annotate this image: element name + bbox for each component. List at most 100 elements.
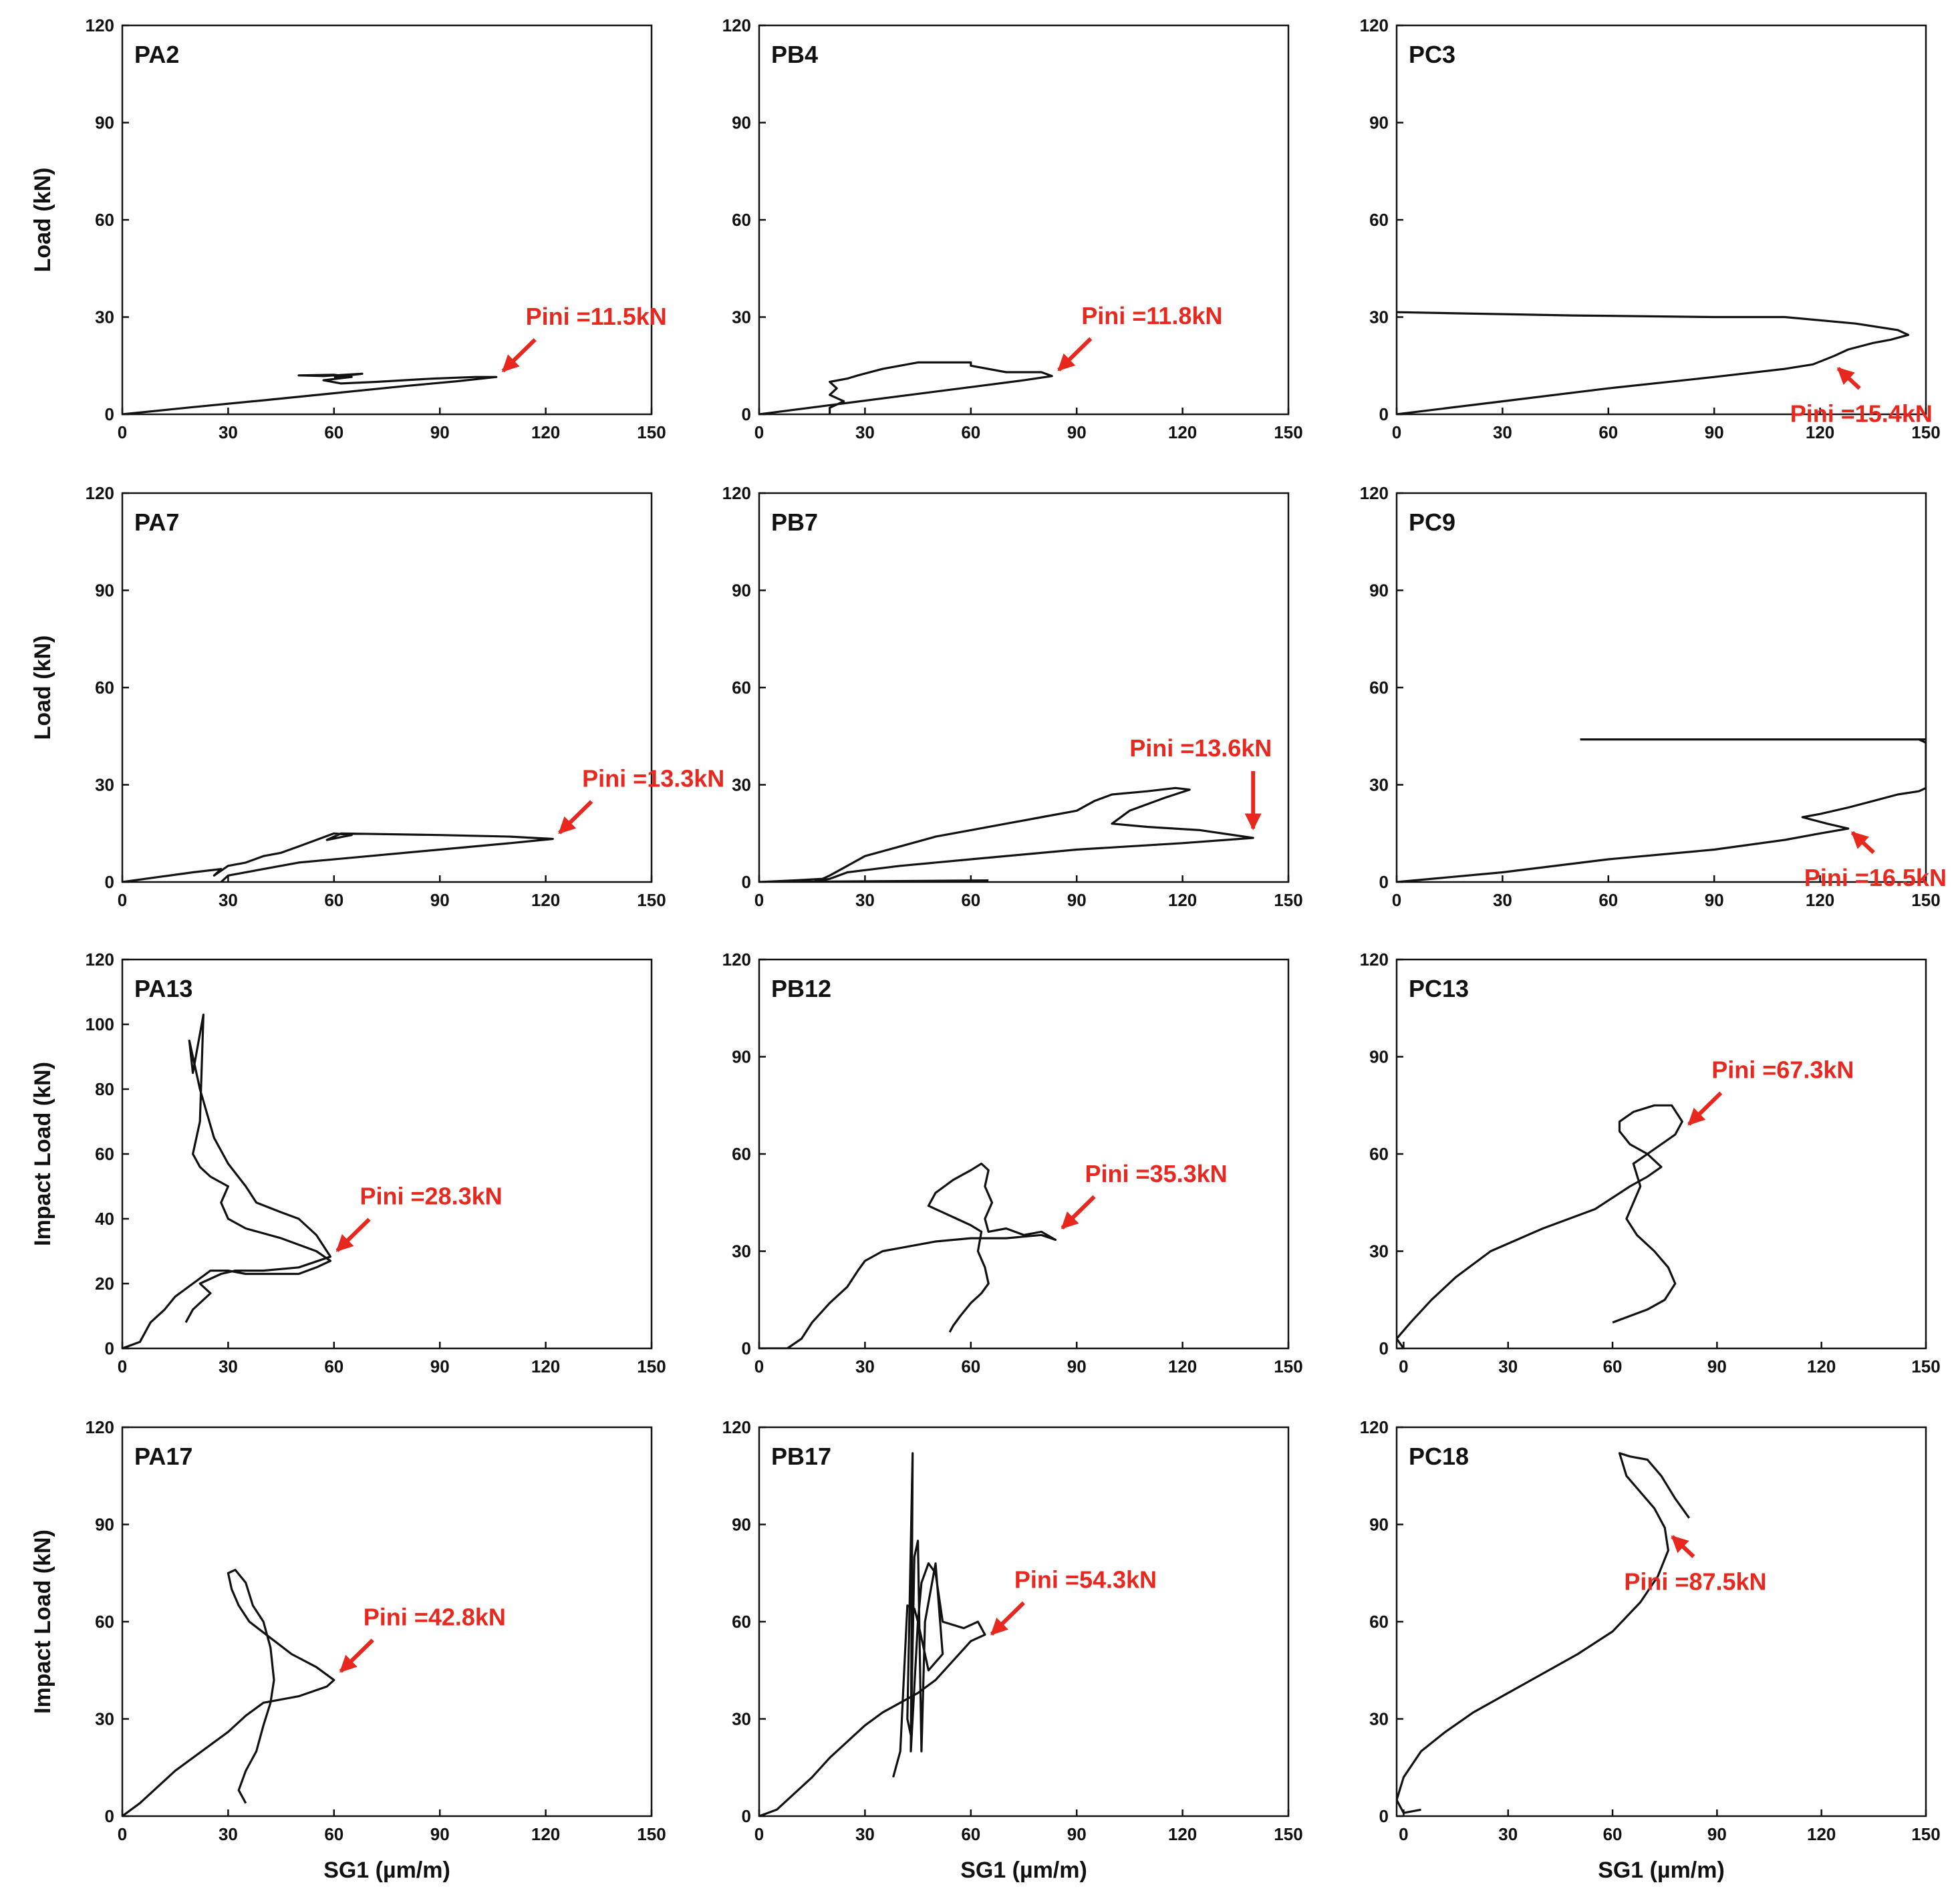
x-tick-label: 0 bbox=[1392, 890, 1401, 910]
x-axis-label: SG1 (µm/m) bbox=[323, 1858, 450, 1883]
y-tick-label: 60 bbox=[1369, 1144, 1389, 1164]
x-tick-label: 30 bbox=[855, 890, 875, 910]
x-tick-label: 60 bbox=[1598, 422, 1618, 442]
y-tick-label: 60 bbox=[732, 1612, 751, 1632]
y-tick-label: 0 bbox=[742, 1806, 751, 1826]
y-tick-label: 100 bbox=[86, 1014, 114, 1034]
x-tick-label: 120 bbox=[531, 422, 560, 442]
y-tick-label: 0 bbox=[1379, 1806, 1389, 1826]
x-tick-label: 120 bbox=[531, 1824, 560, 1844]
series-line-pb4 bbox=[759, 361, 1053, 414]
panel-pa13: 0 30 60 90 120 150 0 20 40 60 80 100 120 PA13 Impact L… bbox=[30, 949, 666, 1376]
x-tick-label: 90 bbox=[1067, 1356, 1087, 1376]
y-tick-label: 0 bbox=[742, 872, 751, 892]
x-tick-label: 0 bbox=[1399, 1356, 1408, 1376]
pini-annotation: Pini =42.8kN bbox=[364, 1603, 506, 1630]
x-tick-label: 150 bbox=[1274, 1824, 1302, 1844]
y-tick-label: 90 bbox=[1369, 113, 1389, 133]
annotation-arrow bbox=[1836, 367, 1861, 390]
x-tick-label: 150 bbox=[637, 422, 666, 442]
x-tick-label: 90 bbox=[1705, 890, 1724, 910]
x-tick-label: 30 bbox=[219, 422, 238, 442]
pini-annotation: Pini =87.5kN bbox=[1624, 1568, 1766, 1596]
x-tick-label: 90 bbox=[430, 890, 450, 910]
x-tick-label: 0 bbox=[118, 1824, 127, 1844]
y-tick-label: 90 bbox=[1369, 1515, 1389, 1535]
x-tick-label: 150 bbox=[637, 1356, 666, 1376]
y-tick-label: 40 bbox=[95, 1209, 114, 1229]
x-tick-label: 150 bbox=[637, 1824, 666, 1844]
panel-title: PC9 bbox=[1409, 508, 1455, 536]
x-tick-label: 150 bbox=[1911, 890, 1940, 910]
panel-pc13: 0 30 60 90 120 150 0 30 60 90 120 PC13 Pini =67.3kN bbox=[1360, 949, 1941, 1376]
plot-frame bbox=[1395, 24, 1927, 416]
x-tick-label: 0 bbox=[118, 422, 127, 442]
y-tick-label: 90 bbox=[732, 113, 751, 133]
panel-pa7: 0 30 60 90 120 150 0 30 60 90 120 PA7 Load (kN) Pini … bbox=[30, 483, 724, 910]
y-tick-label: 60 bbox=[732, 1144, 751, 1164]
y-tick-label: 60 bbox=[1369, 678, 1389, 698]
panel-pb17: 0 30 60 90 120 150 0 30 60 90 120 PB17 SG1 (µm/m) Pin… bbox=[722, 1417, 1303, 1883]
y-tick-label: 30 bbox=[95, 1709, 114, 1729]
y-tick-label: 120 bbox=[1360, 949, 1389, 970]
pini-annotation: Pini =13.3kN bbox=[582, 764, 724, 792]
x-tick-label: 90 bbox=[1067, 422, 1087, 442]
x-tick-label: 0 bbox=[754, 1824, 764, 1844]
y-tick-label: 0 bbox=[105, 404, 114, 424]
panel-pc18: 0 30 60 90 120 150 0 30 60 90 120 PC18 SG1 (µm/m) Pin… bbox=[1360, 1417, 1941, 1883]
plot-frame bbox=[121, 958, 653, 1350]
x-tick-label: 90 bbox=[430, 422, 450, 442]
x-tick-label: 30 bbox=[219, 1356, 238, 1376]
panel-title: PA13 bbox=[134, 975, 192, 1002]
y-tick-label: 90 bbox=[732, 581, 751, 601]
x-tick-label: 150 bbox=[637, 890, 666, 910]
x-tick-label: 0 bbox=[1392, 422, 1401, 442]
annotation-arrow bbox=[501, 338, 537, 373]
y-tick-label: 30 bbox=[1369, 1709, 1389, 1729]
x-axis-label: SG1 (µm/m) bbox=[1598, 1858, 1725, 1883]
x-tick-label: 90 bbox=[430, 1356, 450, 1376]
series-line-pa2 bbox=[122, 372, 498, 414]
y-tick-label: 120 bbox=[1360, 483, 1389, 503]
y-tick-label: 20 bbox=[95, 1274, 114, 1294]
y-tick-label: 120 bbox=[86, 949, 114, 970]
y-axis-label: Load (kN) bbox=[30, 168, 55, 273]
y-tick-label: 120 bbox=[86, 1417, 114, 1437]
panel-title: PA7 bbox=[134, 508, 179, 536]
y-tick-label: 60 bbox=[95, 1612, 114, 1632]
panel-title: PB4 bbox=[771, 41, 818, 68]
x-tick-label: 150 bbox=[1274, 1356, 1302, 1376]
y-tick-label: 30 bbox=[732, 307, 751, 327]
panel-pc3: 0 30 60 90 120 150 0 30 60 90 120 PC3 Pini =15.4kN bbox=[1360, 15, 1941, 442]
x-tick-label: 60 bbox=[1603, 1824, 1623, 1844]
annotation-arrow bbox=[990, 1601, 1026, 1636]
plot-frame bbox=[1395, 1426, 1927, 1817]
plot-frame bbox=[1395, 492, 1927, 883]
y-tick-label: 30 bbox=[1369, 775, 1389, 795]
x-tick-label: 0 bbox=[754, 422, 764, 442]
y-tick-label: 90 bbox=[95, 113, 114, 133]
y-tick-label: 120 bbox=[1360, 15, 1389, 35]
plot-frame bbox=[758, 958, 1290, 1350]
x-tick-label: 150 bbox=[1911, 1356, 1940, 1376]
series-line-pa13 bbox=[122, 1013, 332, 1348]
panel-pb12: 0 30 60 90 120 150 0 30 60 90 120 PB12 Pini =35.3kN bbox=[722, 949, 1303, 1376]
y-tick-label: 30 bbox=[732, 1241, 751, 1262]
x-tick-label: 0 bbox=[118, 890, 127, 910]
x-tick-label: 120 bbox=[1806, 422, 1834, 442]
x-tick-label: 120 bbox=[1807, 1824, 1836, 1844]
series-line-pa17 bbox=[122, 1568, 335, 1816]
panel-title: PB7 bbox=[771, 508, 818, 536]
series-line-pc13 bbox=[1397, 1104, 1683, 1348]
x-tick-label: 150 bbox=[1274, 890, 1302, 910]
panel-title: PC3 bbox=[1409, 41, 1455, 68]
x-tick-label: 120 bbox=[1806, 890, 1834, 910]
annotation-arrow bbox=[335, 1217, 371, 1252]
y-axis-label: Load (kN) bbox=[30, 635, 55, 740]
y-tick-label: 0 bbox=[1379, 872, 1389, 892]
panel-pb4: 0 30 60 90 120 150 0 30 60 90 120 PB4 Pini =11.8kN bbox=[722, 15, 1303, 442]
plot-frame bbox=[758, 1426, 1290, 1817]
plot-frame bbox=[121, 24, 653, 416]
x-tick-label: 150 bbox=[1274, 422, 1302, 442]
